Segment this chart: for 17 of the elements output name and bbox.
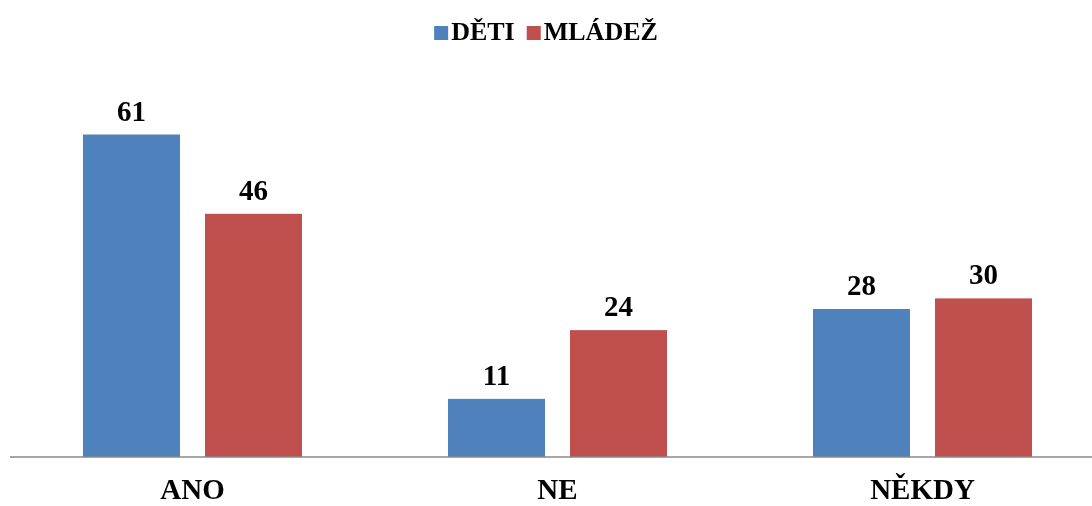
bar <box>935 298 1032 457</box>
x-tick-label: ANO <box>160 473 225 505</box>
bar <box>448 398 545 457</box>
bar <box>813 308 910 457</box>
x-tick-label: NE <box>537 473 578 505</box>
data-label: 46 <box>239 173 268 206</box>
data-label: 24 <box>604 290 633 323</box>
legend-label: MLÁDEŽ <box>543 17 658 46</box>
x-tick-label: NĚKDY <box>870 473 975 505</box>
bar <box>570 330 667 457</box>
data-label: 30 <box>969 258 998 291</box>
bar <box>83 134 180 457</box>
bar <box>205 213 302 457</box>
data-label: 11 <box>482 358 511 391</box>
legend-label: DĚTI <box>451 17 515 46</box>
data-label: 61 <box>117 94 146 127</box>
data-label: 28 <box>847 268 876 301</box>
